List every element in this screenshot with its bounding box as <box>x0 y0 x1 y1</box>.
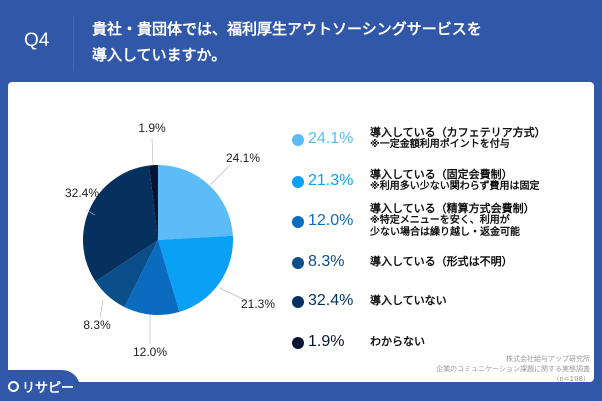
question-text: 貴社・貴団体では、福利厚生アウトソーシングサービスを 導入していますか。 <box>92 16 482 68</box>
legend-dot-icon <box>292 176 304 188</box>
legend-note: ※特定メニューを安く、利用が <box>370 215 510 226</box>
legend-label: わからない <box>370 335 425 348</box>
pie-slice <box>149 165 158 240</box>
legend-label: 導入している（固定会費制） <box>370 168 513 181</box>
leader-line <box>219 287 246 301</box>
legend-percent: 21.3% <box>308 172 354 189</box>
pin-icon <box>8 381 19 392</box>
legend-dot-icon <box>292 296 304 308</box>
pie-slice <box>82 165 158 282</box>
pie-slice <box>95 240 158 308</box>
slice-label: 24.1% <box>226 151 260 165</box>
leader-line <box>151 137 154 166</box>
slice-label: 32.4% <box>65 186 99 200</box>
question-line-1: 貴社・貴団体では、福利厚生アウトソーシングサービスを <box>92 20 482 38</box>
legend-note-2: 少ない場合は繰り越し・返金可能 <box>370 227 520 238</box>
legend-dot-icon <box>292 134 304 146</box>
source-survey: 企業のコミュニケーション課題に関する実態調査 <box>436 365 590 373</box>
pie-slice <box>124 240 180 315</box>
legend-label: 導入している（カフェテリア方式） <box>370 126 546 139</box>
source-company: 株式会社給与アップ研究所 <box>506 355 590 363</box>
legend-text: 導入していない <box>370 295 447 307</box>
legend-percent: 24.1% <box>308 130 354 147</box>
legend-percent: 12.0% <box>308 212 354 229</box>
legend-label: 導入している（精算方式会費制） <box>370 202 535 215</box>
legend-dot-icon <box>292 216 304 228</box>
leader-line <box>85 209 96 216</box>
legend-text: 導入している（精算方式会費制） ※特定メニューを安く、利用が 少ない場合は繰り越し・… <box>370 203 535 239</box>
legend-label: 導入していない <box>370 294 447 307</box>
legend-dot-icon <box>292 337 304 349</box>
slice-label: 8.3% <box>83 318 111 332</box>
legend-label: 導入している（形式は不明） <box>370 255 513 268</box>
logo: リサピー <box>8 377 74 396</box>
legend-dot-icon <box>292 257 304 269</box>
legend-percent: 8.3% <box>308 253 345 270</box>
source-note: 株式会社給与アップ研究所 企業のコミュニケーション課題に関する実態調査 （n=1… <box>436 354 590 384</box>
pie-slice <box>158 235 233 312</box>
legend-percent: 1.9% <box>308 333 345 350</box>
leader-line <box>99 299 104 319</box>
question-number: Q4 <box>24 30 50 51</box>
header-divider <box>73 16 74 71</box>
logo-text: リサピー <box>22 381 75 396</box>
slice-label: 1.9% <box>138 121 166 135</box>
legend-note: ※一定金額利用ポイントを付与 <box>370 139 510 150</box>
legend-text: 導入している（固定会費制） ※利用多い少ない関わらず費用は固定 <box>370 169 540 193</box>
legend-note: ※利用多い少ない関わらず費用は固定 <box>370 181 540 192</box>
slice-label: 12.0% <box>133 345 167 359</box>
legend-text: わからない <box>370 336 425 348</box>
pie-slice <box>158 165 233 240</box>
question-line-2: 導入していますか。 <box>92 46 227 64</box>
legend-text: 導入している（形式は不明） <box>370 256 513 268</box>
legend-text: 導入している（カフェテリア方式） ※一定金額利用ポイントを付与 <box>370 127 546 151</box>
leader-line <box>209 164 231 186</box>
source-sample: （n=108） <box>552 375 590 383</box>
slice-label: 21.3% <box>241 297 275 311</box>
legend-percent: 32.4% <box>308 292 354 309</box>
